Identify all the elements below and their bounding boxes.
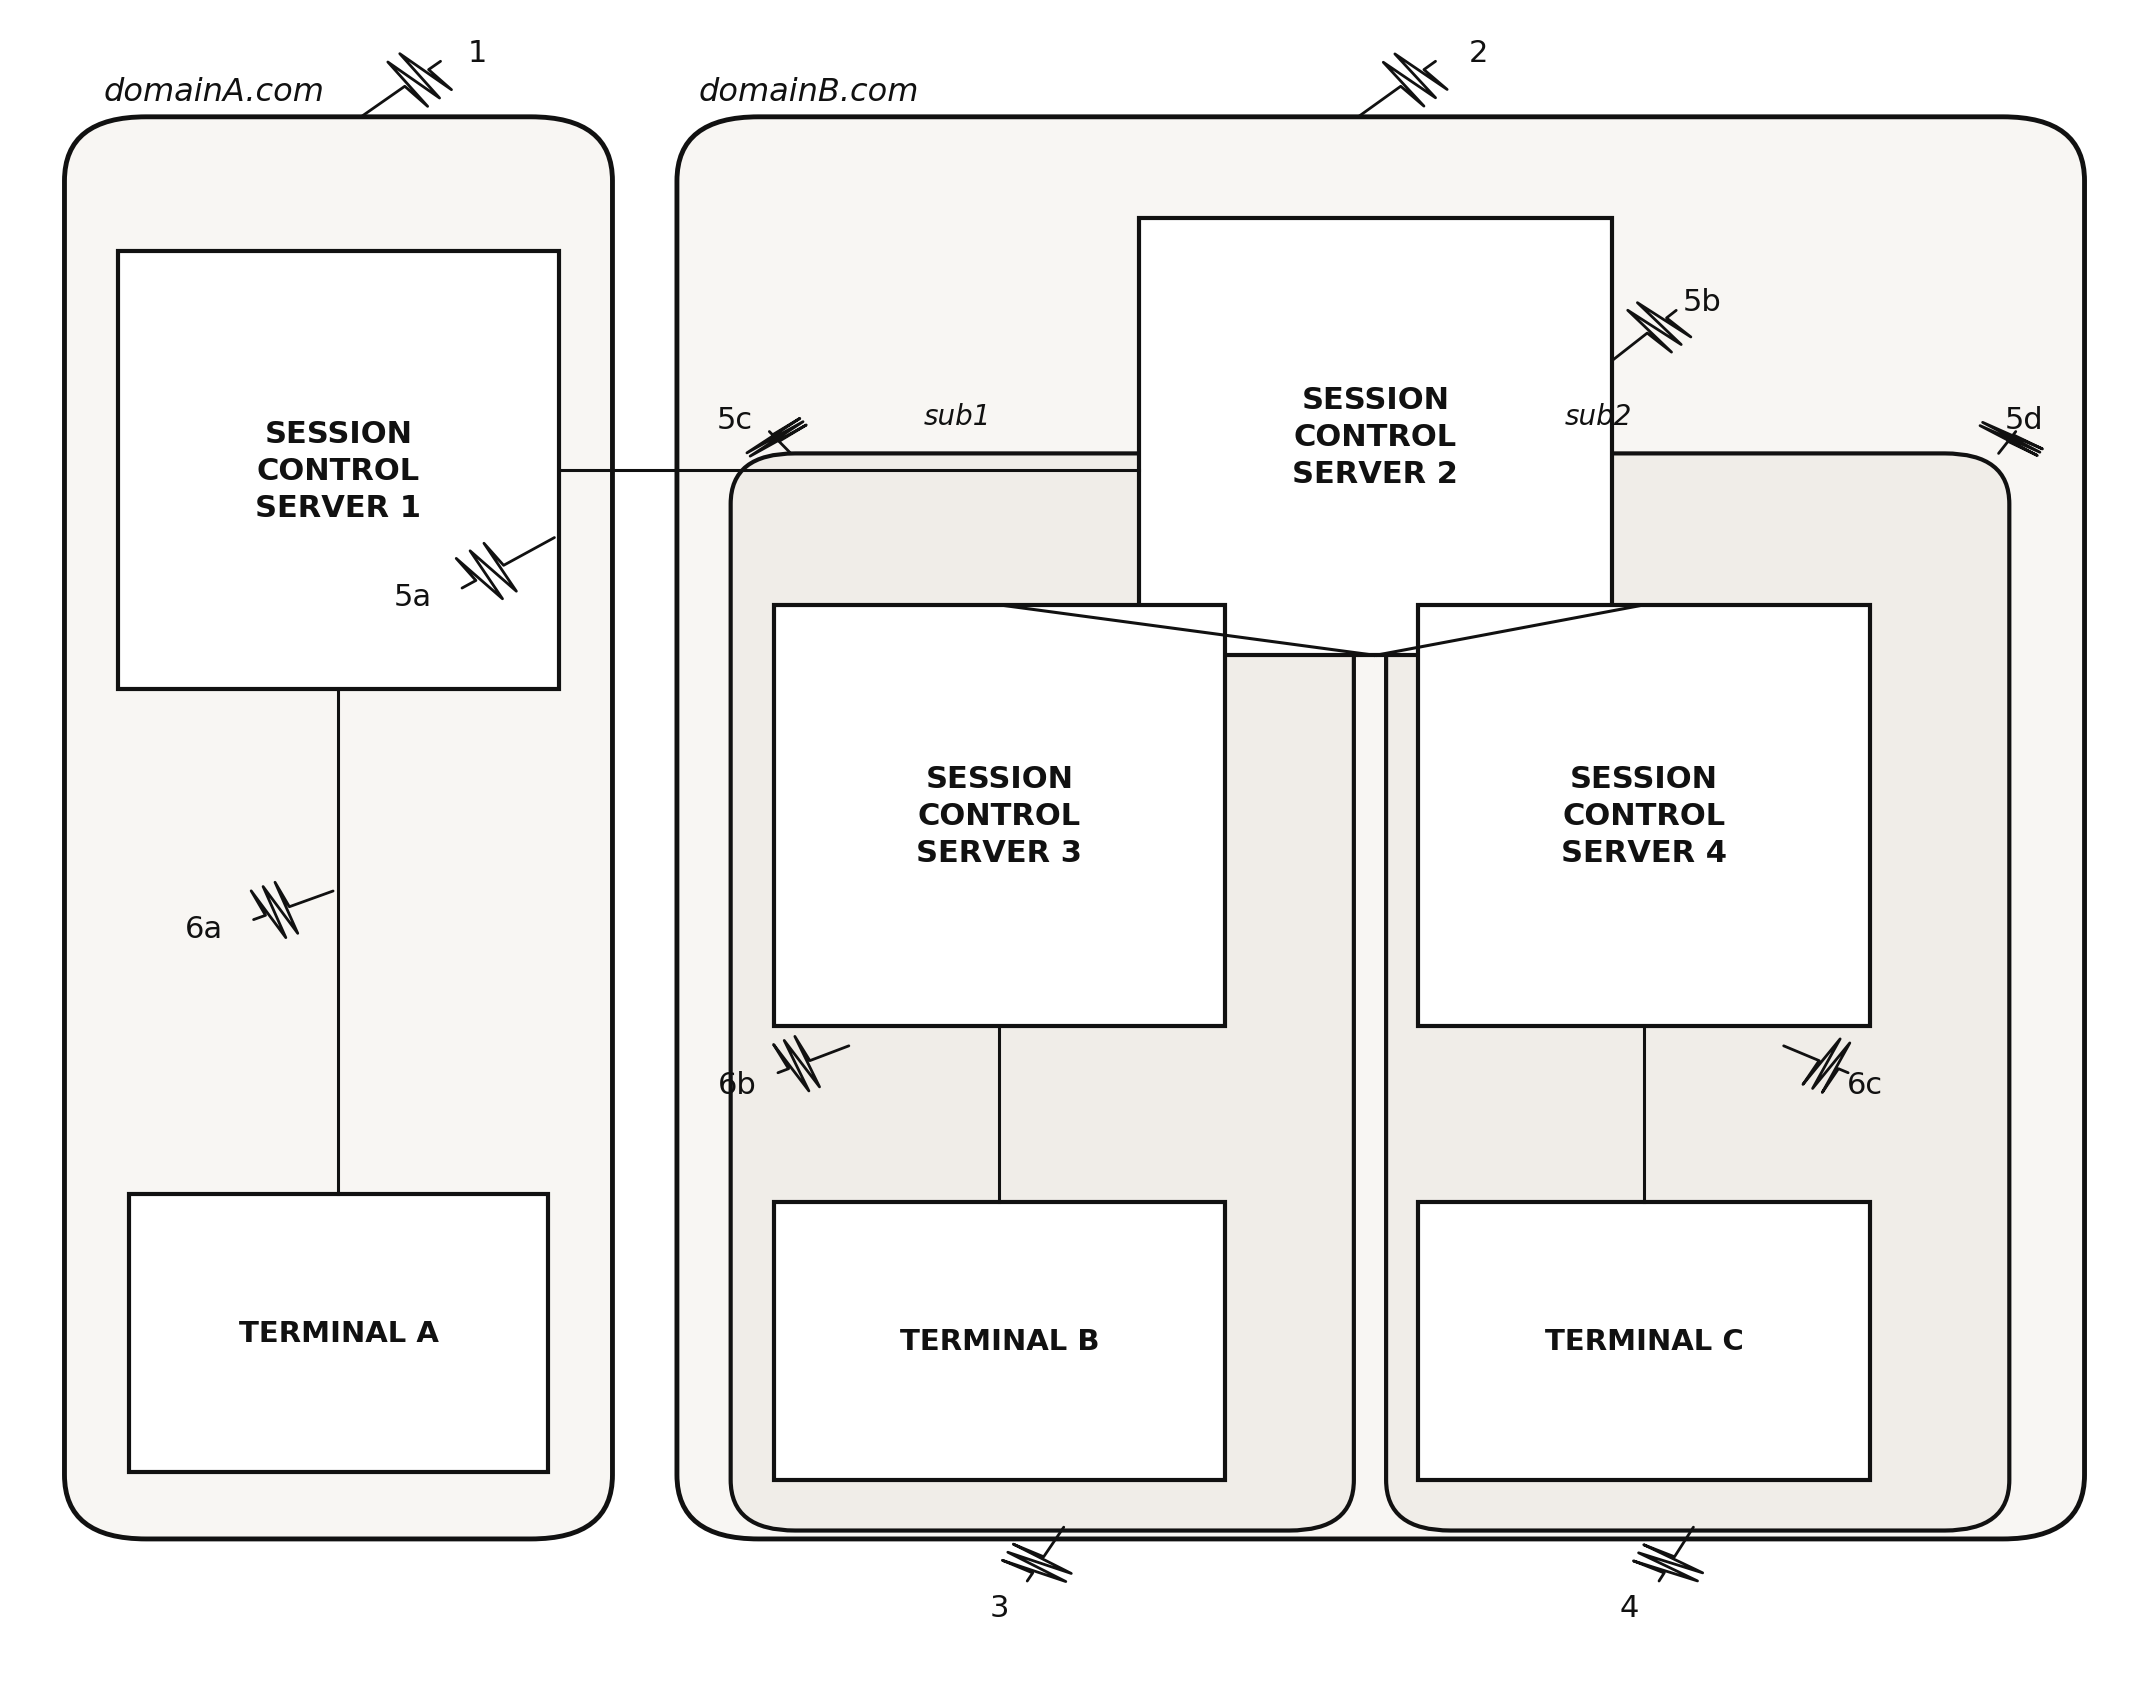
- Bar: [1418, 1203, 1870, 1480]
- Text: domainA.com: domainA.com: [103, 77, 324, 108]
- Text: sub2: sub2: [1564, 404, 1631, 431]
- Bar: [1418, 606, 1870, 1026]
- Bar: [774, 606, 1225, 1026]
- Text: 5b: 5b: [1683, 288, 1721, 318]
- Text: domainB.com: domainB.com: [698, 77, 920, 108]
- Text: 6a: 6a: [185, 913, 223, 944]
- Text: 4: 4: [1618, 1593, 1640, 1623]
- Text: 3: 3: [989, 1593, 1010, 1623]
- FancyBboxPatch shape: [1386, 454, 2009, 1531]
- Text: SESSION
CONTROL
SERVER 2: SESSION CONTROL SERVER 2: [1292, 385, 1459, 489]
- Text: 5a: 5a: [393, 582, 432, 612]
- Text: 2: 2: [1468, 39, 1489, 69]
- Text: 5d: 5d: [2005, 405, 2044, 436]
- Bar: [129, 1194, 548, 1472]
- Text: SESSION
CONTROL
SERVER 4: SESSION CONTROL SERVER 4: [1560, 764, 1728, 868]
- FancyBboxPatch shape: [677, 118, 2085, 1539]
- Text: TERMINAL A: TERMINAL A: [239, 1319, 438, 1347]
- Text: SESSION
CONTROL
SERVER 1: SESSION CONTROL SERVER 1: [256, 419, 421, 523]
- Bar: [118, 252, 559, 690]
- FancyBboxPatch shape: [731, 454, 1354, 1531]
- Bar: [1139, 219, 1612, 656]
- FancyBboxPatch shape: [64, 118, 612, 1539]
- Text: SESSION
CONTROL
SERVER 3: SESSION CONTROL SERVER 3: [915, 764, 1083, 868]
- Text: TERMINAL B: TERMINAL B: [900, 1327, 1098, 1356]
- Text: 6b: 6b: [718, 1070, 756, 1100]
- Bar: [774, 1203, 1225, 1480]
- Text: TERMINAL C: TERMINAL C: [1545, 1327, 1743, 1356]
- Text: 1: 1: [466, 39, 488, 69]
- Text: sub1: sub1: [924, 404, 991, 431]
- Text: 6c: 6c: [1848, 1070, 1883, 1100]
- Text: 5c: 5c: [718, 405, 752, 436]
